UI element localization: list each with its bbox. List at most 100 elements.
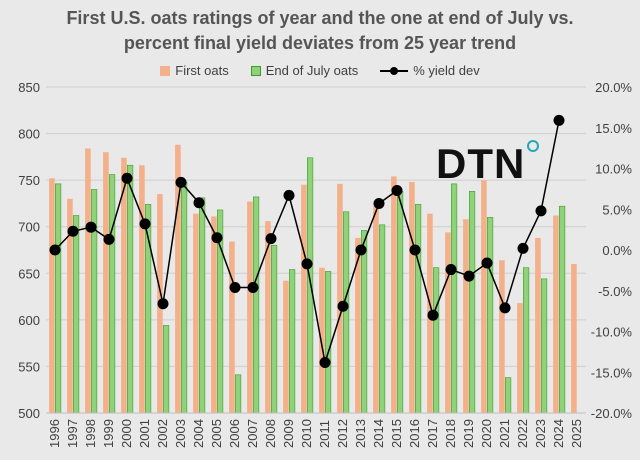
bar-first-oats <box>283 280 289 413</box>
legend-item-first-oats: First oats <box>160 63 229 78</box>
bar-first-oats <box>463 219 469 413</box>
bar-first-oats <box>229 241 235 413</box>
bar-first-oats <box>247 201 253 413</box>
x-axis-tick-label: 2014 <box>371 419 386 448</box>
bar-first-oats <box>535 237 541 413</box>
bar-first-oats <box>337 183 343 413</box>
bar-first-oats <box>193 213 199 413</box>
bar-end-july-oats <box>432 267 440 414</box>
point-yield-dev <box>373 198 385 210</box>
right-axis-tick-label: -5.0% <box>598 284 632 299</box>
x-axis-tick-label: 2012 <box>335 419 350 448</box>
x-axis-tick-label: 2016 <box>407 419 422 448</box>
point-yield-dev <box>517 242 529 254</box>
bar-end-july-oats <box>109 174 116 414</box>
bar-end-july-oats <box>235 374 242 414</box>
bar-first-oats <box>355 237 361 413</box>
point-yield-dev <box>49 244 61 256</box>
bar-end-july-oats <box>540 278 548 414</box>
point-yield-dev <box>139 218 151 230</box>
x-axis-tick-label: 2017 <box>425 419 440 448</box>
x-axis-tick-label: 2011 <box>317 420 332 448</box>
bar-end-july-oats <box>199 197 206 414</box>
bar-end-july-oats <box>127 164 134 414</box>
bar-first-oats <box>67 198 73 413</box>
bar-first-oats <box>265 221 271 413</box>
x-axis-tick-label: 2006 <box>227 419 242 448</box>
bar-end-july-oats <box>414 204 422 414</box>
x-axis-tick-label: 2002 <box>155 419 170 448</box>
bar-end-july-oats <box>378 224 386 414</box>
x-axis-tick-label: 2004 <box>191 419 206 448</box>
x-axis-tick-label: 2008 <box>263 419 278 448</box>
bar-end-july-oats <box>522 267 530 414</box>
bar-first-oats <box>49 178 55 413</box>
legend-swatch-first-oats <box>160 65 171 76</box>
x-axis-tick-label: 2025 <box>569 419 584 448</box>
x-axis-tick-label: 1998 <box>83 419 98 448</box>
bar-first-oats <box>319 267 325 413</box>
point-yield-dev <box>229 281 241 293</box>
left-axis-tick-label: 600 <box>18 313 40 328</box>
right-axis-tick-label: -20.0% <box>591 406 633 421</box>
legend-label-yield-dev: % yield dev <box>413 63 480 78</box>
chart-legend: First oats End of July oats % yield dev <box>0 63 640 78</box>
x-axis-tick-label: 2003 <box>173 419 188 448</box>
legend-item-yield-dev: % yield dev <box>380 63 480 78</box>
point-yield-dev <box>301 258 313 270</box>
left-axis-tick-label: 850 <box>18 80 40 95</box>
point-yield-dev <box>85 221 97 233</box>
legend-item-end-july: End of July oats <box>250 63 358 78</box>
point-yield-dev <box>445 264 457 276</box>
x-axis-tick-label: 2000 <box>119 419 134 448</box>
x-axis-tick-label: 2015 <box>389 419 404 448</box>
bar-first-oats <box>481 180 487 413</box>
x-axis-tick-label: 2005 <box>209 419 224 448</box>
bar-end-july-oats <box>253 196 260 414</box>
right-axis-tick-label: 5.0% <box>602 202 632 217</box>
x-axis-tick-label: 2010 <box>299 419 314 448</box>
point-yield-dev <box>355 244 367 256</box>
bar-end-july-oats <box>270 245 278 414</box>
bar-end-july-oats <box>558 205 566 414</box>
right-axis-tick-label: 15.0% <box>595 121 632 136</box>
left-axis-tick-label: 700 <box>18 220 40 235</box>
bar-end-july-oats <box>450 183 458 414</box>
bar-end-july-oats <box>342 211 350 414</box>
point-yield-dev <box>319 356 331 368</box>
bar-first-oats <box>103 152 109 413</box>
point-yield-dev <box>211 232 223 244</box>
point-yield-dev <box>67 225 79 237</box>
bar-end-july-oats <box>54 183 62 414</box>
left-axis-tick-label: 750 <box>18 173 40 188</box>
left-axis-tick-label: 800 <box>18 127 40 142</box>
point-yield-dev <box>265 233 277 245</box>
x-axis-tick-label: 2007 <box>245 419 260 448</box>
point-yield-dev <box>103 233 115 245</box>
point-yield-dev <box>481 257 493 269</box>
bar-end-july-oats <box>396 191 404 414</box>
bar-first-oats <box>139 165 145 413</box>
point-yield-dev <box>535 205 547 217</box>
x-axis-tick-label: 2013 <box>353 419 368 448</box>
bar-first-oats <box>85 148 91 413</box>
x-axis-tick-label: 2018 <box>443 419 458 448</box>
right-axis-tick-label: 10.0% <box>595 162 632 177</box>
point-yield-dev <box>427 309 439 321</box>
chart-title-line-2: percent final yield deviates from 25 yea… <box>123 33 517 53</box>
x-axis-tick-label: 1999 <box>101 419 116 448</box>
point-yield-dev <box>175 176 187 188</box>
bar-first-oats <box>553 215 559 413</box>
legend-swatch-yield-dev <box>380 66 409 76</box>
bar-first-oats <box>517 303 523 413</box>
left-axis-tick-label: 550 <box>18 359 40 374</box>
bar-first-oats <box>499 260 505 413</box>
bar-end-july-oats <box>324 271 332 414</box>
chart-title-line-1: First U.S. oats ratings of year and the … <box>66 8 574 28</box>
legend-label-first-oats: First oats <box>175 63 229 78</box>
bar-end-july-oats <box>468 191 476 414</box>
x-axis-tick-label: 2001 <box>137 419 152 448</box>
legend-swatch-end-july <box>250 65 261 76</box>
bar-first-oats <box>211 216 217 413</box>
